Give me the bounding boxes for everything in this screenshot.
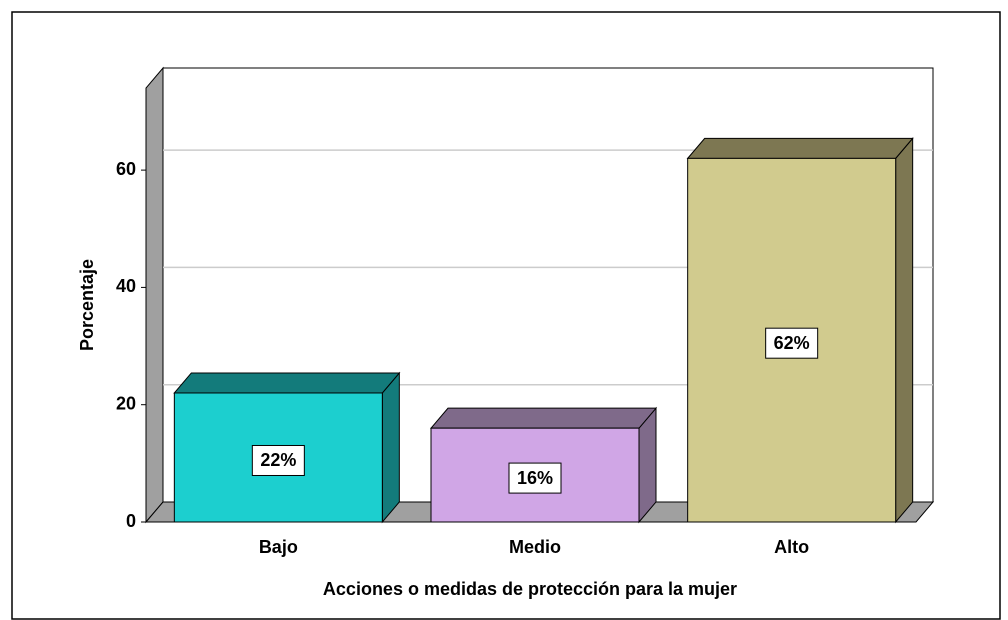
x-tick-label: Bajo [259,537,298,557]
x-axis-title: Acciones o medidas de protección para la… [323,579,737,599]
y-tick-label: 60 [116,159,136,179]
value-label-box [508,462,562,494]
y-tick-label: 40 [116,276,136,296]
y-tick-label: 0 [126,511,136,531]
bar-top [429,407,658,429]
value-label: 22% [260,450,296,470]
bar-side [895,137,914,524]
y-axis-title: Porcentaje [77,259,97,351]
bar-top [686,137,914,159]
side-wall [145,66,164,524]
value-label-box [765,327,819,359]
bar-top [173,372,401,394]
y-tick-label: 20 [116,393,136,413]
value-label: 16% [517,468,553,488]
value-label-box [251,444,305,476]
x-tick-label: Medio [509,537,561,557]
value-label: 62% [774,333,810,353]
bar-side [381,371,400,524]
x-tick-label: Alto [774,537,809,557]
